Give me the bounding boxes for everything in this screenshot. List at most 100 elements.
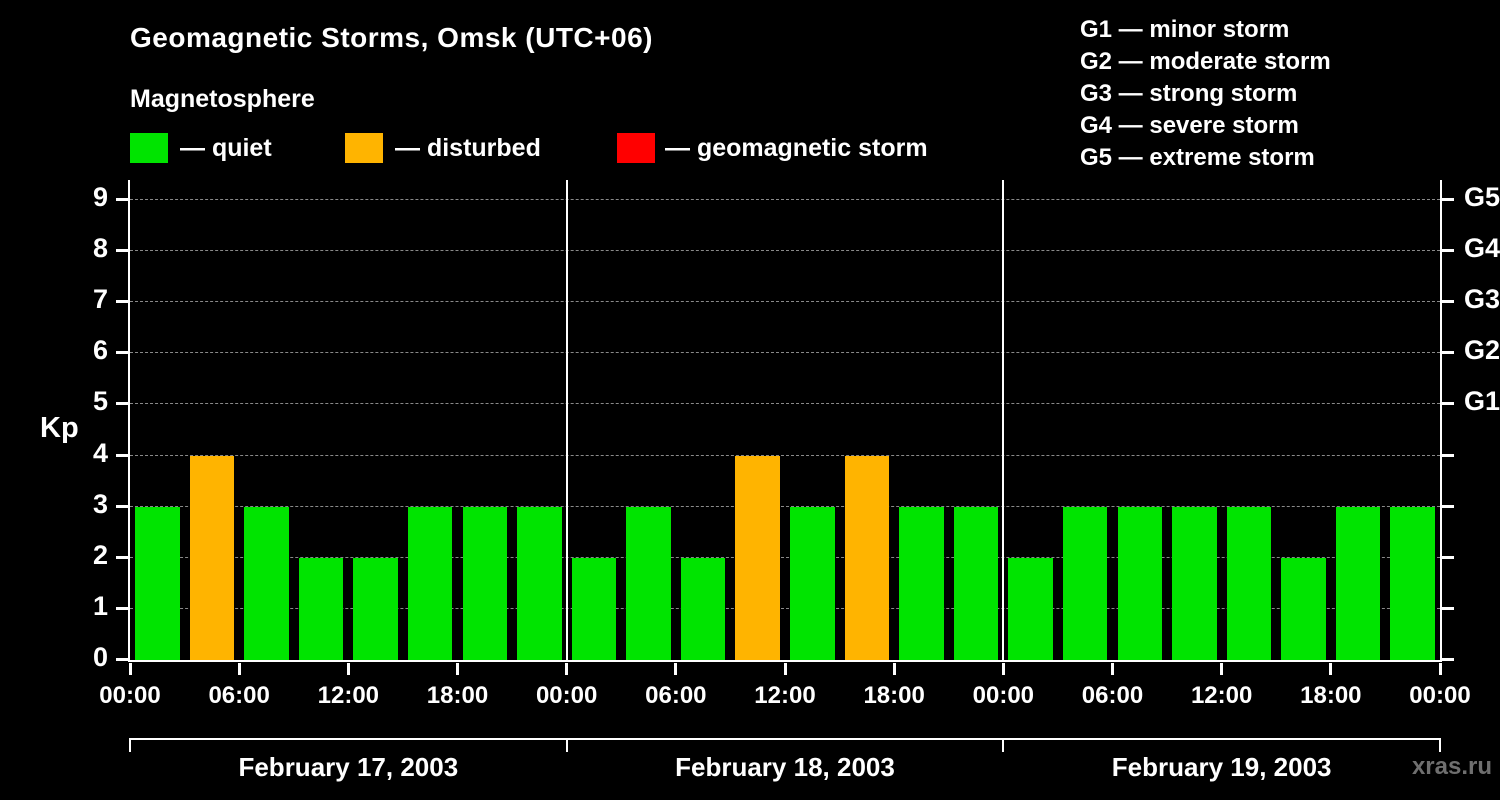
g-axis-label-g2: G2 <box>1464 335 1500 366</box>
y-tick-right <box>1442 351 1454 355</box>
storm-swatch <box>617 133 655 163</box>
kp-bar <box>1281 557 1326 660</box>
y-tick-left <box>116 658 128 661</box>
y-tick-left <box>116 402 128 406</box>
x-tick-label: 12:00 <box>1190 682 1253 709</box>
xras-watermark: xras.ru <box>1411 753 1492 780</box>
kp-bar <box>1335 506 1381 660</box>
kp-bar <box>680 557 726 660</box>
kp-bar <box>244 506 289 660</box>
date-label: February 17, 2003 <box>238 752 459 782</box>
x-tick-label: 00:00 <box>1409 682 1471 709</box>
date-axis-tick <box>129 738 131 752</box>
x-tick-label: 00:00 <box>535 682 598 709</box>
x-tick-label: 12:00 <box>754 682 816 709</box>
x-tick-label: 18:00 <box>426 682 489 709</box>
y-axis-line-right <box>1440 180 1442 660</box>
kp-bar <box>462 506 508 660</box>
y-tick-right <box>1442 453 1454 457</box>
g4-legend-line: G4 — severe storm <box>1080 112 1299 139</box>
kp-bar <box>407 506 453 660</box>
y-tick-label-6: 6 <box>92 335 108 366</box>
gridline-kp-5 <box>130 403 1440 405</box>
x-tick <box>1329 663 1333 675</box>
y-tick-label-0: 0 <box>92 642 108 672</box>
y-tick-left <box>116 249 128 253</box>
x-tick-label: 18:00 <box>863 682 925 709</box>
y-tick-right <box>1442 658 1454 661</box>
date-axis-tick <box>1002 738 1005 752</box>
x-tick <box>456 663 459 675</box>
y-tick-label-2: 2 <box>92 539 108 570</box>
gridline-kp-3 <box>130 505 1440 507</box>
quiet-swatch <box>130 133 168 163</box>
g-axis-label-g1: G1 <box>1464 386 1500 417</box>
x-tick <box>346 663 350 675</box>
g2-legend-line: G2 — moderate storm <box>1080 48 1331 75</box>
y-tick-label-7: 7 <box>92 284 108 315</box>
g5-legend-line: G5 — extreme storm <box>1080 144 1315 171</box>
kp-bar <box>735 455 780 660</box>
y-tick-right <box>1442 555 1454 559</box>
kp-bar <box>790 506 835 660</box>
kp-bar <box>1117 506 1163 660</box>
day-separator <box>565 180 568 660</box>
kp-bar <box>844 455 890 660</box>
chart-title: Geomagnetic Storms, Omsk (UTC+06) <box>130 22 653 53</box>
x-tick <box>128 663 132 675</box>
kp-bar <box>135 506 180 660</box>
x-tick-label: 06:00 <box>645 682 707 709</box>
y-tick-label-3: 3 <box>92 488 108 519</box>
kp-bar <box>626 506 671 660</box>
g1-legend-line: G1 — minor storm <box>1080 16 1290 43</box>
x-tick <box>1220 663 1224 675</box>
kp-bar <box>1390 506 1435 660</box>
kp-bar <box>899 506 944 660</box>
y-tick-label-4: 4 <box>92 437 108 468</box>
kp-bar <box>1062 506 1108 660</box>
y-tick-right <box>1442 249 1454 253</box>
x-tick <box>237 663 241 675</box>
kp-status-legend: — quiet — disturbed — geomagnetic storm <box>0 132 1500 166</box>
x-tick <box>1001 663 1005 675</box>
y-axis-title: Kp <box>40 412 79 444</box>
y-tick-label-9: 9 <box>92 182 108 212</box>
kp-bar <box>298 557 344 660</box>
gridline-kp-7 <box>130 301 1440 303</box>
kp-bar <box>1226 506 1272 660</box>
gridline-kp-4 <box>130 454 1440 456</box>
x-tick-label: 12:00 <box>317 682 380 709</box>
x-axis-line <box>128 660 1442 662</box>
y-tick-left <box>116 555 128 559</box>
y-tick-right <box>1442 198 1454 201</box>
date-axis-tick <box>565 738 568 752</box>
x-tick-label: 06:00 <box>208 682 270 709</box>
gridline-kp-6 <box>130 352 1440 354</box>
date-label: February 19, 2003 <box>1111 752 1332 782</box>
y-axis-line-left <box>128 180 130 660</box>
date-axis-tick <box>1439 738 1441 752</box>
disturbed-swatch <box>345 133 383 163</box>
x-tick <box>1111 663 1114 675</box>
y-tick-label-1: 1 <box>92 590 108 621</box>
y-tick-left <box>116 453 128 457</box>
y-tick-left <box>116 198 128 201</box>
disturbed-legend-label: — disturbed <box>395 134 541 162</box>
gridline-kp-9 <box>130 199 1440 200</box>
kp-bar <box>189 455 235 660</box>
x-tick <box>783 663 787 675</box>
date-label: February 18, 2003 <box>675 752 895 782</box>
y-tick-right <box>1442 300 1454 304</box>
x-tick <box>892 663 896 675</box>
y-tick-right <box>1442 504 1454 508</box>
kp-bar <box>353 557 398 660</box>
x-tick <box>565 663 569 675</box>
g-axis-label-g5: G5 <box>1464 182 1500 212</box>
x-tick <box>674 663 678 675</box>
x-tick-label: 00:00 <box>99 682 161 709</box>
y-tick-left <box>116 504 128 508</box>
kp-bar <box>571 557 617 660</box>
x-tick-label: 06:00 <box>1081 682 1144 709</box>
quiet-legend-label: — quiet <box>180 134 272 162</box>
